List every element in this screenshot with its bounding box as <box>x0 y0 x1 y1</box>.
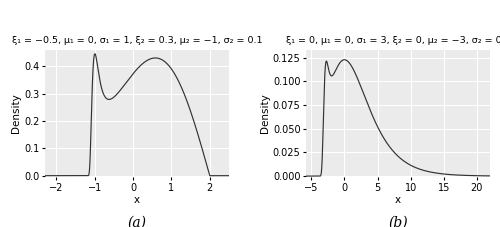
Text: (a): (a) <box>128 215 146 227</box>
Y-axis label: Density: Density <box>12 94 22 133</box>
X-axis label: x: x <box>134 195 140 205</box>
Text: (b): (b) <box>388 215 408 227</box>
Title: ξ₁ = −0.5, μ₁ = 0, σ₁ = 1, ξ₂ = 0.3, μ₂ = −1, σ₂ = 0.1: ξ₁ = −0.5, μ₁ = 0, σ₁ = 1, ξ₂ = 0.3, μ₂ … <box>12 36 262 45</box>
Y-axis label: Density: Density <box>260 94 270 133</box>
X-axis label: x: x <box>395 195 401 205</box>
Title: ξ₁ = 0, μ₁ = 0, σ₁ = 3, ξ₂ = 0, μ₂ = −3, σ₂ = 0.3: ξ₁ = 0, μ₁ = 0, σ₁ = 3, ξ₂ = 0, μ₂ = −3,… <box>286 36 500 45</box>
